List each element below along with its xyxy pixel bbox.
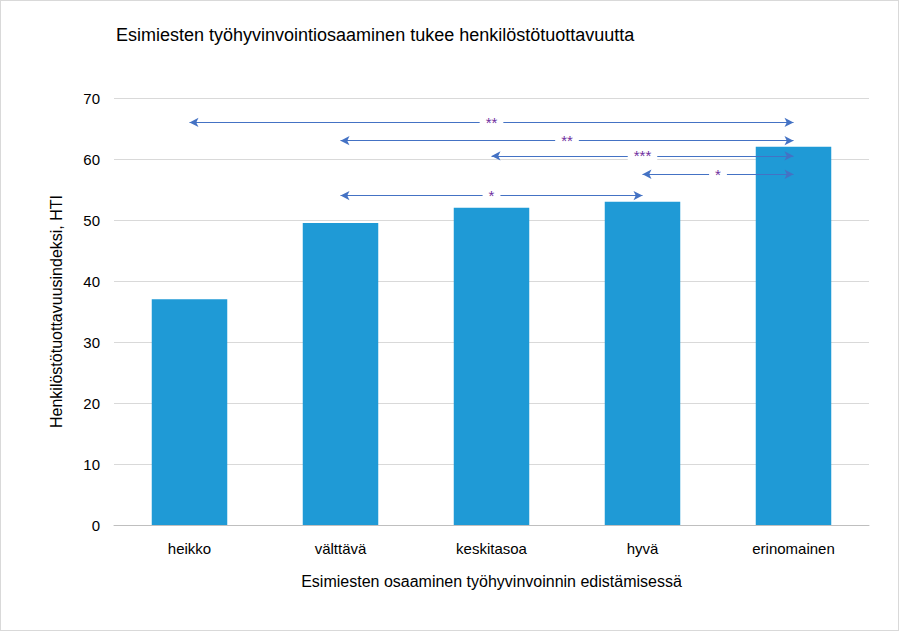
svg-text:*: *: [715, 166, 721, 183]
svg-text:heikko: heikko: [168, 540, 211, 557]
svg-text:Esimiesten työhyvinvointiosaam: Esimiesten työhyvinvointiosaaminen tukee…: [116, 25, 635, 45]
svg-text:**: **: [486, 114, 498, 131]
svg-text:Esimiesten osaaminen työhyvinv: Esimiesten osaaminen työhyvinvoinnin edi…: [301, 573, 682, 590]
svg-text:10: 10: [83, 456, 100, 473]
svg-text:*: *: [489, 187, 495, 204]
svg-text:70: 70: [83, 90, 100, 107]
svg-text:hyvä: hyvä: [627, 540, 659, 557]
svg-text:keskitasoa: keskitasoa: [456, 540, 528, 557]
svg-text:***: ***: [634, 147, 652, 164]
svg-text:välttävä: välttävä: [315, 540, 367, 557]
svg-text:**: **: [561, 132, 573, 149]
svg-text:erinomainen: erinomainen: [752, 540, 835, 557]
svg-text:40: 40: [83, 273, 100, 290]
svg-text:Henkilöstötuottavuusindeksi, H: Henkilöstötuottavuusindeksi, HTI: [48, 195, 65, 428]
svg-text:20: 20: [83, 395, 100, 412]
svg-text:30: 30: [83, 334, 100, 351]
svg-text:0: 0: [92, 517, 100, 534]
svg-text:60: 60: [83, 151, 100, 168]
svg-text:50: 50: [83, 212, 100, 229]
